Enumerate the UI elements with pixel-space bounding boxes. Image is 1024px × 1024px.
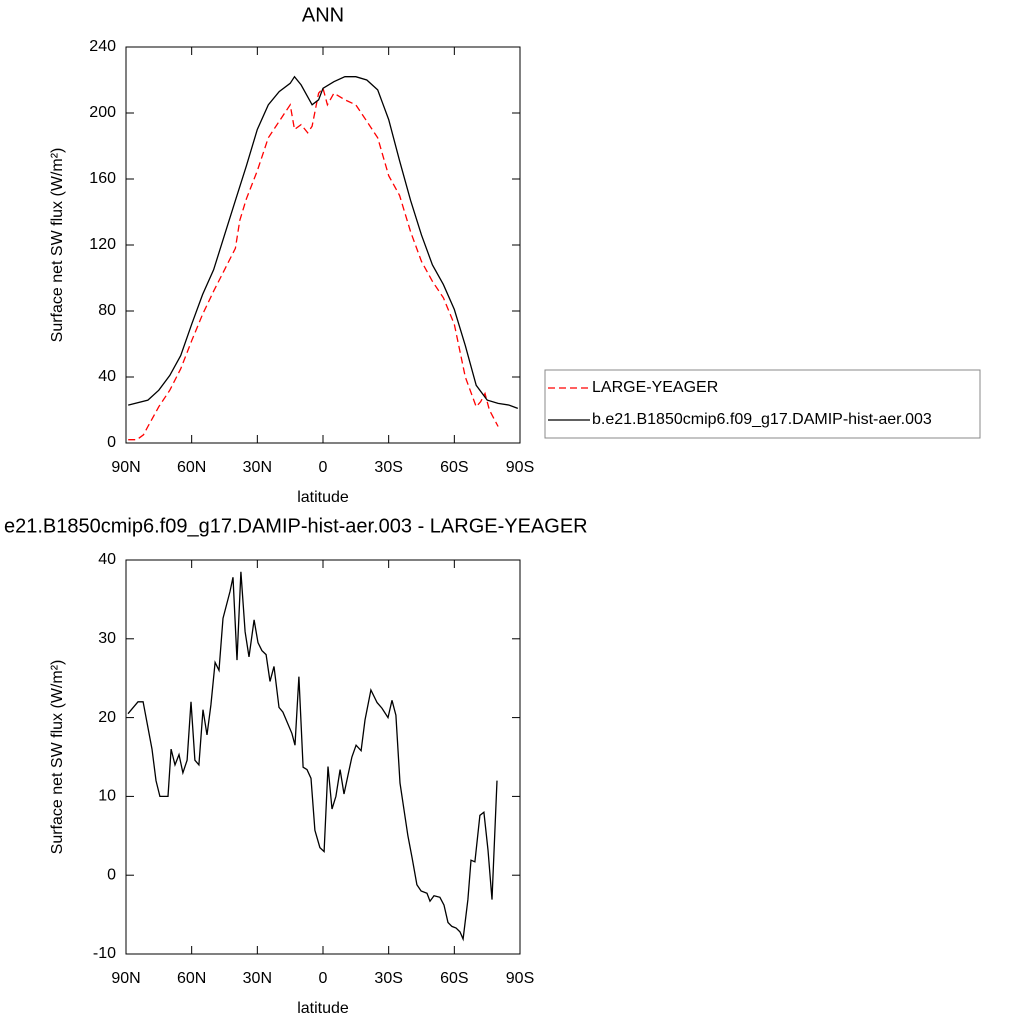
y-tick-label: 10 (98, 788, 116, 805)
y-tick-label: 40 (98, 368, 116, 385)
x-tick-label: 90N (111, 459, 140, 476)
plot-frame (125, 46, 521, 444)
x-tick-label: 0 (319, 970, 328, 987)
data-line (127, 571, 498, 942)
legend-label: b.e21.B1850cmip6.f09_g17.DAMIP-hist-aer.… (592, 411, 932, 428)
y-tick-label: 160 (89, 170, 116, 187)
x-tick-label: 90S (506, 459, 534, 476)
y-tick-label: 0 (107, 866, 116, 883)
x-tick-label: 30S (374, 970, 402, 987)
x-tick-label: 0 (319, 459, 328, 476)
y-tick-label: 20 (98, 709, 116, 726)
panel: e21.B1850cmip6.f09_g17.DAMIP-hist-aer.00… (4, 515, 588, 1017)
legend-label: LARGE-YEAGER (592, 379, 718, 396)
x-tick-label: 30S (374, 459, 402, 476)
x-tick-label: 30N (243, 459, 272, 476)
plot-frame (125, 559, 521, 955)
y-tick-label: -10 (93, 945, 116, 962)
x-tick-label: 60N (177, 970, 206, 987)
y-tick-label: 30 (98, 630, 116, 647)
data-line (128, 86, 499, 441)
legend-box (544, 369, 981, 439)
y-tick-label: 0 (107, 434, 116, 451)
y-tick-label: 40 (98, 551, 116, 568)
data-line (128, 75, 519, 410)
x-tick-label: 90S (506, 970, 534, 987)
x-tick-label: 60S (440, 459, 468, 476)
chart-title: ANN (302, 4, 344, 26)
y-tick-label: 120 (89, 236, 116, 253)
x-tick-label: 90N (111, 970, 140, 987)
y-axis-label: Surface net SW flux (W/m²) (49, 148, 66, 343)
y-tick-label: 200 (89, 104, 116, 121)
x-tick-label: 60S (440, 970, 468, 987)
y-tick-label: 240 (89, 38, 116, 55)
chart-title: e21.B1850cmip6.f09_g17.DAMIP-hist-aer.00… (4, 515, 588, 537)
y-tick-label: 80 (98, 302, 116, 319)
y-axis-label: Surface net SW flux (W/m²) (49, 660, 66, 855)
x-tick-label: 30N (243, 970, 272, 987)
x-axis-label: latitude (297, 489, 349, 506)
panel: ANN 0 40 80 120 160 200 240 90N 60N 30N 0 30S 60S 90S l… (49, 4, 981, 506)
x-tick-label: 60N (177, 459, 206, 476)
x-axis-label: latitude (297, 1000, 349, 1017)
